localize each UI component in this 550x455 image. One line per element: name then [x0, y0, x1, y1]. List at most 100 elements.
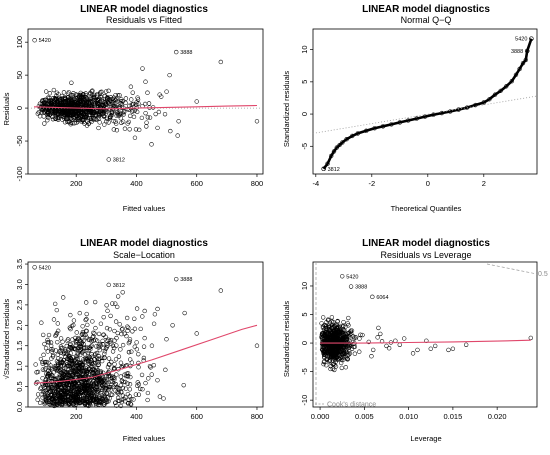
data-point [37, 114, 43, 119]
data-point [109, 109, 114, 114]
data-point [55, 328, 61, 334]
x-tick-label: 400 [130, 412, 143, 421]
data-point [58, 350, 64, 355]
data-point [88, 99, 93, 105]
data-point [106, 101, 111, 107]
data-point [103, 89, 109, 94]
outlier-label: 5420 [39, 265, 51, 271]
data-point [87, 337, 92, 342]
data-point [35, 379, 40, 385]
y-tick-label: 5 [300, 312, 309, 316]
data-point [319, 321, 324, 326]
data-point [74, 398, 80, 403]
data-point [140, 314, 145, 319]
data-point [149, 142, 154, 147]
data-point [71, 91, 76, 96]
data-point [94, 338, 100, 343]
data-point [61, 90, 67, 95]
data-point [67, 358, 72, 363]
data-point [118, 360, 124, 365]
data-point [68, 341, 73, 347]
data-point [139, 372, 145, 378]
data-point [333, 351, 338, 356]
data-point [41, 114, 46, 119]
data-point [65, 394, 70, 399]
data-point [82, 121, 87, 126]
data-point [106, 120, 111, 125]
data-point [168, 128, 173, 134]
data-point [162, 111, 168, 117]
chart-subtitle: Residuals vs Leverage [380, 250, 471, 260]
data-point [54, 389, 59, 395]
data-point [68, 326, 73, 332]
data-point [99, 399, 104, 405]
data-point [122, 126, 128, 131]
y-tick-label: -10 [300, 395, 309, 406]
data-point [57, 374, 63, 379]
data-point [40, 361, 45, 366]
x-tick-label: 600 [190, 412, 203, 421]
data-point [73, 92, 79, 97]
data-point [148, 365, 153, 370]
data-point [99, 396, 105, 402]
data-point [114, 343, 119, 348]
data-point [79, 113, 84, 118]
x-tick-label: 0.000 [311, 412, 330, 421]
outlier-label: 3812 [113, 283, 125, 289]
data-point [42, 360, 48, 365]
data-point [345, 339, 350, 345]
data-point [102, 379, 108, 384]
data-point [70, 381, 75, 387]
data-point [319, 347, 325, 352]
data-point [450, 346, 456, 351]
data-point [83, 92, 88, 98]
data-point [324, 350, 329, 355]
data-point [144, 124, 149, 129]
data-point [117, 398, 122, 404]
data-point [341, 328, 346, 333]
data-point [376, 325, 381, 331]
data-point [324, 320, 329, 325]
data-point [127, 382, 133, 387]
data-point [75, 390, 80, 395]
data-point [70, 401, 75, 407]
data-point [80, 324, 85, 329]
data-point [72, 381, 78, 386]
data-point [111, 384, 116, 389]
data-point [127, 337, 133, 342]
data-point [98, 321, 104, 326]
data-point [68, 312, 73, 318]
y-tick-label: 0 [300, 112, 309, 116]
outlier-label: 3888 [511, 49, 523, 55]
data-point [351, 341, 356, 347]
data-point [375, 335, 380, 340]
data-point [357, 336, 362, 341]
data-point [111, 365, 117, 371]
data-point [103, 101, 109, 106]
data-point [85, 394, 90, 399]
data-point [110, 379, 115, 384]
data-point [78, 370, 83, 375]
data-point [410, 351, 416, 356]
data-point [134, 102, 139, 107]
data-point [45, 399, 50, 404]
data-point [57, 382, 62, 387]
data-point [100, 342, 106, 347]
data-point [117, 111, 122, 116]
outlier-label: 5420 [346, 274, 358, 280]
data-point [463, 342, 469, 347]
data-point [78, 399, 83, 405]
data-point [55, 352, 61, 357]
data-point [333, 356, 339, 361]
data-point [49, 356, 54, 361]
data-point [43, 395, 49, 400]
data-point [332, 324, 337, 329]
data-point [117, 385, 122, 391]
data-point [54, 399, 60, 404]
data-point [343, 344, 349, 350]
data-point [113, 357, 119, 362]
data-point [70, 112, 75, 117]
x-axis-label: Fitted values [123, 204, 166, 213]
data-point [84, 300, 89, 305]
data-point [54, 97, 60, 102]
